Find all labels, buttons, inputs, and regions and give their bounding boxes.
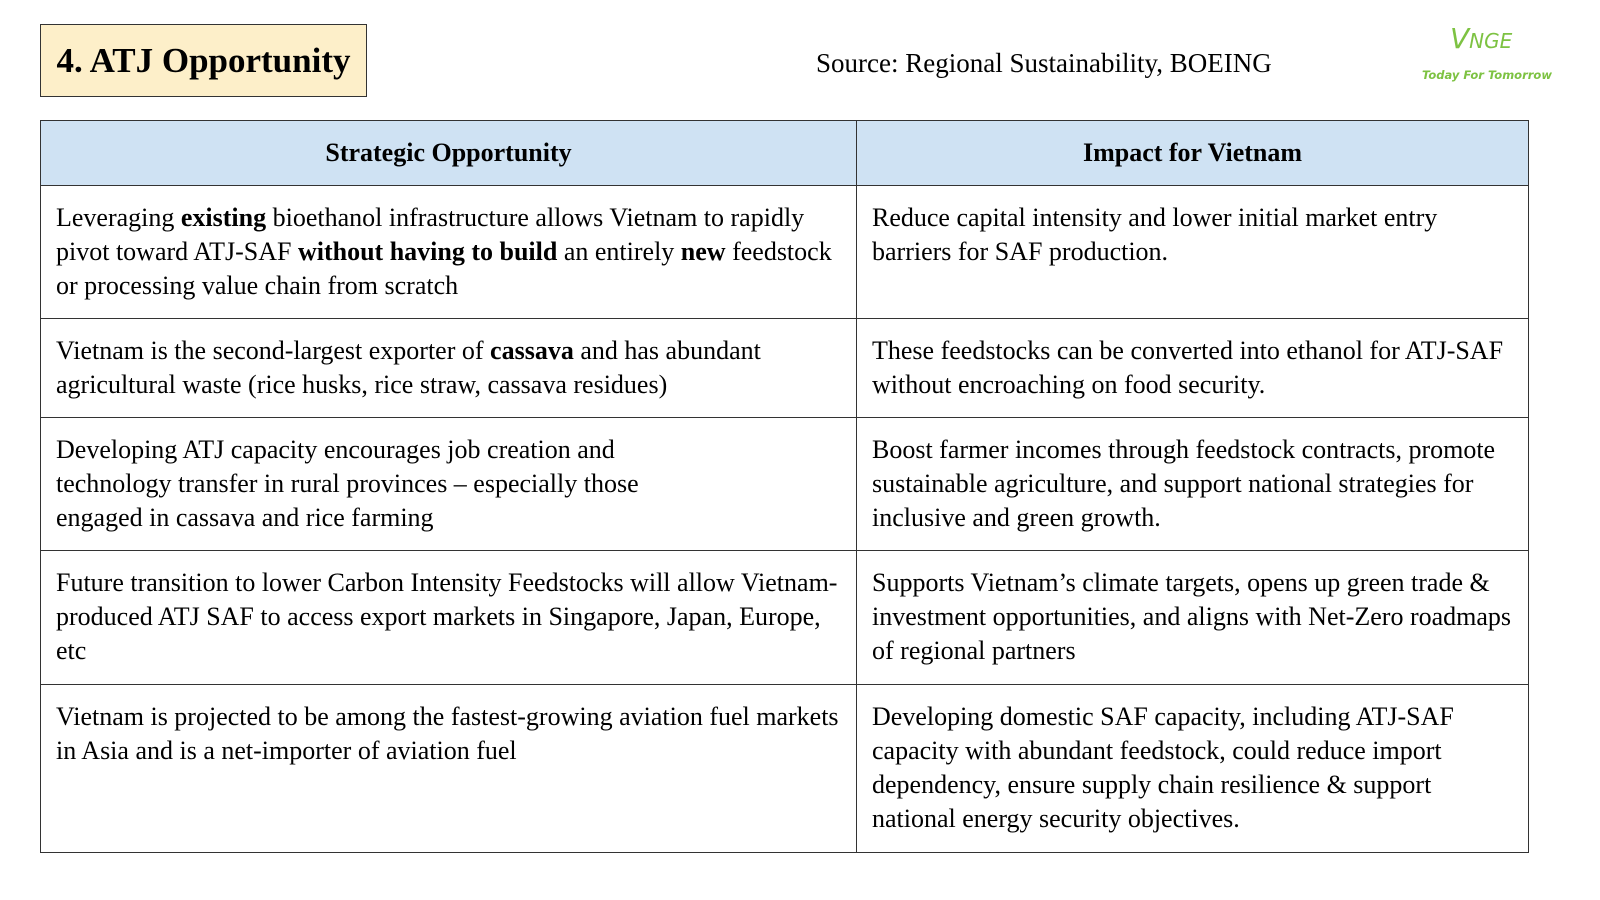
cell-text: Developing domestic SAF capacity, includ… (872, 702, 1454, 833)
cell-text: Vietnam is projected to be among the fas… (56, 702, 839, 765)
cell-text: Developing ATJ capacity encourages job c… (56, 435, 639, 532)
impact-cell: Developing domestic SAF capacity, includ… (856, 684, 1529, 853)
opportunity-cell: Developing ATJ capacity encourages job c… (40, 417, 857, 551)
logo-tagline: Today For Tomorrow (1422, 68, 1552, 82)
cell-text: Reduce capital intensity and lower initi… (872, 203, 1438, 266)
logo-mark: V (1450, 22, 1470, 55)
cell-text: Future transition to lower Carbon Intens… (56, 568, 838, 665)
emphasized-text: cassava (490, 336, 574, 365)
cell-text: bioethanol infrastructure allows Vietnam… (56, 203, 805, 266)
header-impact-for-vietnam: Impact for Vietnam (856, 120, 1529, 186)
opportunity-cell: Vietnam is projected to be among the fas… (40, 684, 857, 853)
impact-cell: These feedstocks can be converted into e… (856, 318, 1529, 418)
source-note: Source: Regional Sustainability, BOEING (816, 48, 1272, 78)
table-header-row: Strategic Opportunity Impact for Vietnam (40, 120, 1529, 186)
cell-text: Supports Vietnam’s climate targets, open… (872, 568, 1512, 665)
header-strategic-opportunity: Strategic Opportunity (40, 120, 857, 186)
cell-text: and has abundant agricultural waste (ric… (56, 336, 761, 399)
table-row: Vietnam is projected to be among the fas… (40, 684, 1529, 853)
cell-text: Leveraging (56, 203, 181, 232)
emphasized-text: without having to build (297, 237, 558, 266)
table-row: Future transition to lower Carbon Intens… (40, 550, 1529, 685)
impact-cell: Boost farmer incomes through feedstock c… (856, 417, 1529, 551)
vnge-logo: VNGE Today For Tomorrow (1418, 18, 1552, 88)
table-row: Developing ATJ capacity encourages job c… (40, 417, 1529, 551)
emphasized-text: new (680, 237, 726, 266)
emphasized-text: existing (180, 203, 267, 232)
opportunity-table: Strategic Opportunity Impact for Vietnam… (40, 120, 1529, 853)
cell-text: These feedstocks can be converted into e… (872, 336, 1504, 399)
opportunity-cell: Future transition to lower Carbon Intens… (40, 550, 857, 685)
cell-text: Vietnam is the second-largest exporter o… (56, 336, 491, 365)
cell-text: an entirely (557, 237, 681, 266)
table-row: Leveraging existing bioethanol infrastru… (40, 185, 1529, 319)
impact-cell: Reduce capital intensity and lower initi… (856, 185, 1529, 319)
opportunity-cell: Vietnam is the second-largest exporter o… (40, 318, 857, 418)
cell-text: Boost farmer incomes through feedstock c… (872, 435, 1496, 532)
impact-cell: Supports Vietnam’s climate targets, open… (856, 550, 1529, 685)
slide-title: 4. ATJ Opportunity (40, 24, 367, 97)
logo-mark-rest: NGE (1469, 29, 1513, 53)
table-row: Vietnam is the second-largest exporter o… (40, 318, 1529, 418)
cell-text: feedstock or processing value chain from… (56, 237, 832, 300)
opportunity-cell: Leveraging existing bioethanol infrastru… (40, 185, 857, 319)
